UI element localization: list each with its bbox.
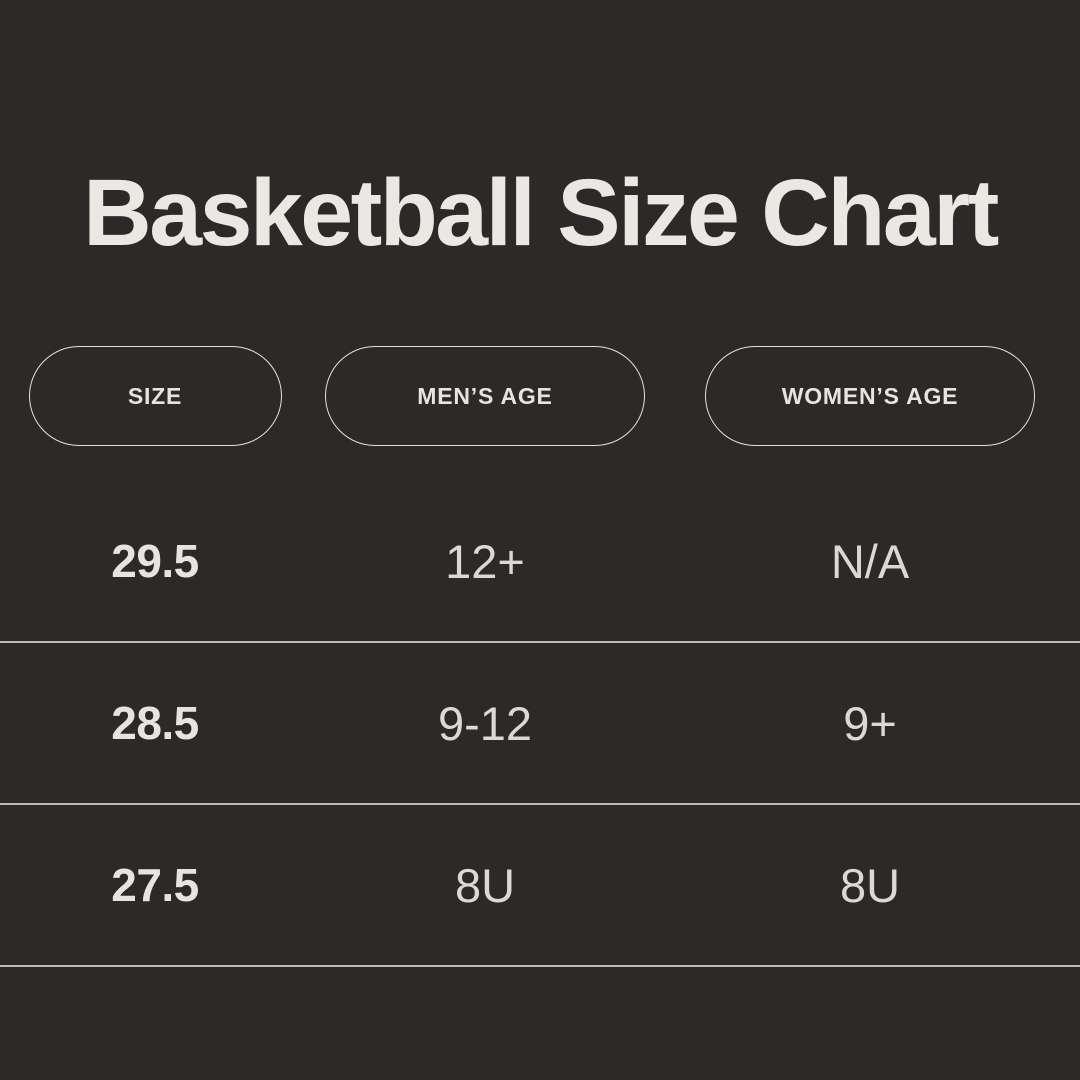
size-column-label: SIZE: [127, 382, 183, 409]
size-column-pill: SIZE: [28, 346, 282, 447]
size-value: 27.5: [111, 859, 199, 912]
mens-age-value: 12+: [445, 534, 525, 588]
womens-age-value: N/A: [830, 534, 910, 588]
column-header-cell-mens-age: MEN’S AGE: [310, 346, 660, 447]
mens-age-value: 9-12: [437, 696, 533, 750]
table-row: 28.5 9-12 9+: [0, 643, 1080, 806]
column-header-cell-womens-age: WOMEN’S AGE: [660, 346, 1080, 447]
mens-age-column-label: MEN’S AGE: [417, 382, 553, 409]
table-row: 29.5 12+ N/A: [0, 481, 1080, 644]
womens-age-value: 8U: [839, 858, 901, 912]
womens-age-column-pill: WOMEN’S AGE: [705, 346, 1035, 447]
size-value: 29.5: [111, 535, 199, 588]
column-header-row: SIZE MEN’S AGE WOMEN’S AGE: [0, 346, 1080, 447]
mens-age-value: 8U: [454, 858, 516, 912]
column-header-cell-size: SIZE: [0, 346, 310, 447]
size-chart-table: 29.5 12+ N/A 28.5 9-12 9+ 27.5 8U 8U: [0, 481, 1080, 968]
page-title: Basketball Size Chart: [83, 159, 999, 266]
size-value: 28.5: [111, 697, 199, 750]
womens-age-value: 9+: [843, 696, 897, 750]
mens-age-column-pill: MEN’S AGE: [325, 346, 645, 447]
table-row: 27.5 8U 8U: [0, 805, 1080, 968]
womens-age-column-label: WOMEN’S AGE: [781, 382, 959, 409]
